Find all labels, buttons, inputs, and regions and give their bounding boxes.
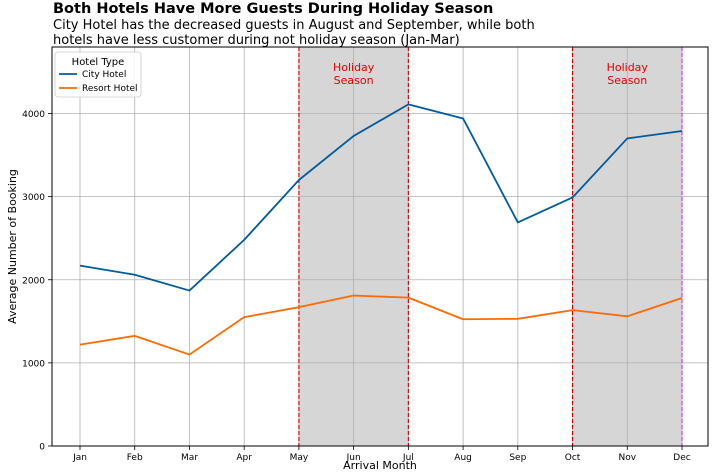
axes: Jan Feb Mar Apr May Jun Jul Aug Sep Oct Nov Dec 0 100… xyxy=(6,110,691,472)
holiday-season-label: Season xyxy=(607,74,647,87)
x-tick-label: Mar xyxy=(181,453,198,463)
series-line-resort-hotel xyxy=(79,294,683,356)
x-tick-label: Oct xyxy=(565,453,581,463)
y-axis-label: Average Number of Booking xyxy=(6,169,19,324)
x-tick-label: Apr xyxy=(236,453,252,463)
legend-label: City Hotel xyxy=(82,70,126,80)
legend: Hotel Type City Hotel Resort Hotel xyxy=(54,51,142,98)
chart-subtitle: City Hotel has the decreased guests in A… xyxy=(53,18,535,48)
y-tick-label: 0 xyxy=(39,443,45,453)
x-tick-label: Aug xyxy=(454,453,472,463)
y-tick-label: 3000 xyxy=(22,193,45,203)
x-tick-label: Dec xyxy=(673,453,690,463)
x-tick-label: May xyxy=(290,453,309,463)
plot-frame xyxy=(51,46,709,447)
legend-label: Resort Hotel xyxy=(82,84,138,94)
y-tick-label: 4000 xyxy=(22,110,45,120)
legend-title: Hotel Type xyxy=(72,57,125,68)
x-tick-label: Jul xyxy=(402,453,414,463)
y-tick-label: 2000 xyxy=(22,276,45,286)
x-axis-label: Arrival Month xyxy=(343,459,417,472)
x-tick-label: Sep xyxy=(509,453,526,463)
x-tick-label: Nov xyxy=(618,453,636,463)
holiday-season-label: Holiday xyxy=(333,61,375,74)
y-tick-label: 1000 xyxy=(22,359,45,369)
x-tick-label: Jan xyxy=(72,453,87,463)
legend-box xyxy=(54,51,142,98)
holiday-boundaries xyxy=(298,47,683,446)
series-line-city-hotel xyxy=(79,103,683,292)
x-tick-label: Jun xyxy=(346,453,361,463)
holiday-season-label: Season xyxy=(334,74,374,87)
series-lines xyxy=(79,103,683,356)
holiday-season-label: Holiday xyxy=(607,61,649,74)
chart-title: Both Hotels Have More Guests During Holi… xyxy=(53,1,494,17)
shaded-regions xyxy=(298,47,682,446)
x-tick-label: Feb xyxy=(127,453,143,463)
